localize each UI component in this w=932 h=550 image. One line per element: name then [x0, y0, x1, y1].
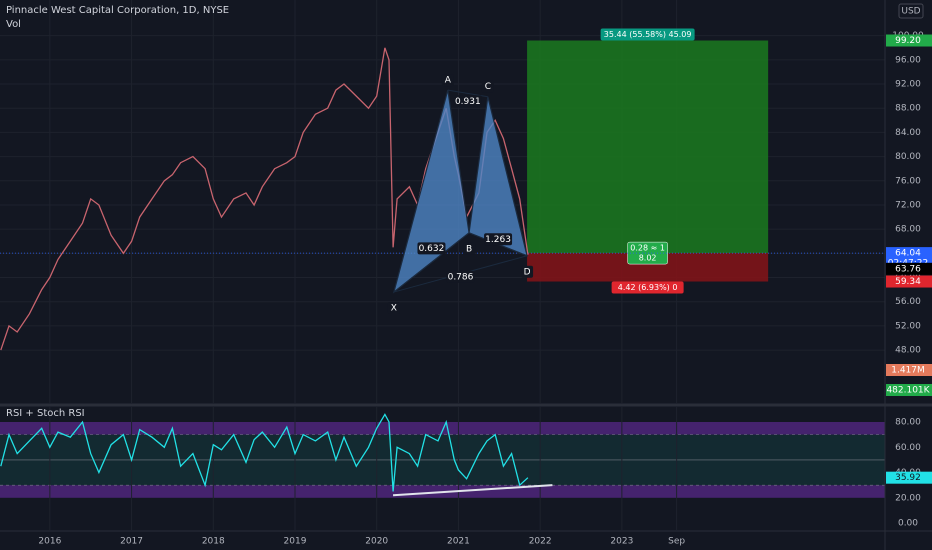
x-tick-label: 2016 [38, 537, 61, 547]
x-tick-label: 2019 [284, 537, 307, 547]
pattern-point-bg [481, 80, 494, 93]
stop-label-bg [611, 281, 684, 294]
pattern-ratio: 0.632 [419, 244, 445, 254]
x-tick-label: 2022 [529, 537, 552, 547]
pattern-leg [393, 232, 470, 293]
y-tick-label: 0.00 [898, 519, 918, 529]
rsi-last-label: 35.92 [895, 473, 921, 483]
x-tick-label: 2023 [610, 537, 633, 547]
y-tick-label: 76.00 [895, 176, 921, 186]
rsi-line [0, 413, 529, 492]
price-label: 64.04 [895, 249, 921, 259]
currency-badge[interactable] [898, 3, 924, 19]
price-label: 63.76 [895, 264, 921, 274]
ratio-bg [417, 242, 446, 255]
pattern-point-bg [521, 265, 534, 278]
pattern-point-bg [441, 74, 454, 87]
y-tick-label: 92.00 [895, 80, 921, 90]
y-tick-label: 80.00 [895, 152, 921, 162]
rsi-title: RSI + Stoch RSI [6, 408, 85, 419]
price-label-bg [886, 34, 932, 47]
ratio-bg [484, 233, 513, 246]
x-tick-label: 2020 [365, 537, 388, 547]
pattern-point-label: D [524, 267, 531, 277]
pattern-ratio: 0.786 [448, 272, 474, 282]
rsi-label-bg [886, 471, 932, 484]
volume-label: 1.417M [891, 366, 925, 376]
pattern-point-label: C [485, 82, 491, 92]
trendline [392, 484, 553, 497]
rsi-band [0, 422, 885, 435]
pattern-ratio: 0.931 [455, 97, 481, 107]
y-tick-label: 48.00 [895, 346, 921, 356]
target-label-bg [600, 28, 695, 41]
volume-label-bg [886, 384, 932, 396]
ratio-bg [453, 95, 482, 108]
y-tick-label: 60.00 [895, 443, 921, 453]
y-tick-label: 96.00 [895, 55, 921, 65]
x-tick-label: 2021 [447, 537, 470, 547]
x-tick-label: 2017 [120, 537, 143, 547]
ratio-bg [446, 270, 475, 283]
currency[interactable]: USD [901, 7, 920, 17]
price-label: 99.20 [895, 36, 921, 46]
pattern-point-label: B [466, 244, 472, 254]
chart-title: Pinnacle West Capital Corporation, 1D, N… [6, 5, 229, 16]
ratio-sub: 8.02 [639, 254, 657, 263]
volume-label: 482.101K [886, 386, 930, 396]
pattern-point-bg [387, 302, 400, 315]
volume-title: Vol [6, 19, 21, 30]
price-label: 59.34 [895, 277, 921, 287]
y-tick-label: 88.00 [895, 104, 921, 114]
y-tick-label: 84.00 [895, 128, 921, 138]
x-tick-label: Sep [668, 537, 685, 547]
y-tick-label: 52.00 [895, 321, 921, 331]
y-tick-label: 80.00 [895, 418, 921, 428]
price-label-bg [886, 275, 932, 288]
stop-label: 4.42 (6.93%) 0 [618, 283, 678, 292]
price-label-bg [886, 262, 932, 275]
pattern-ratio: 1.263 [485, 235, 511, 245]
y-tick-label: 20.00 [895, 493, 921, 503]
volume-label-bg [886, 364, 932, 376]
x-tick-label: 2018 [202, 537, 225, 547]
pattern-point-label: A [445, 76, 452, 86]
target-zone [527, 40, 769, 254]
pattern-leg [447, 89, 488, 98]
pattern-point-label: X [391, 304, 397, 314]
y-tick-label: 72.00 [895, 200, 921, 210]
pattern-point-bg [463, 242, 476, 255]
ratio-label: 0.28 ≈ 1 [630, 244, 665, 253]
y-tick-label: 68.00 [895, 225, 921, 235]
y-tick-label: 56.00 [895, 297, 921, 307]
target-label: 35.44 (55.58%) 45.09 [604, 30, 692, 39]
